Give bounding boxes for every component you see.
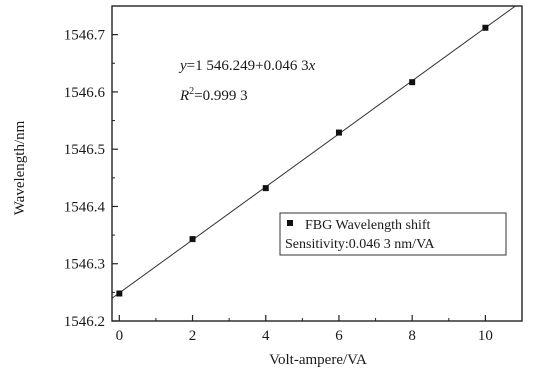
data-point [409, 79, 415, 85]
y-axis-title: Wavelength/nm [12, 120, 28, 215]
data-point [116, 291, 122, 297]
y-tick-label: 1546.3 [64, 257, 105, 273]
x-tick-label: 0 [116, 328, 124, 344]
data-point [482, 25, 488, 31]
legend-entry: FBG Wavelength shift [305, 218, 430, 233]
legend-marker [287, 220, 293, 226]
y-tick-label: 1546.6 [64, 85, 106, 101]
x-tick-label: 8 [408, 328, 416, 344]
fit-equation: y=1 546.249+0.046 3x [178, 58, 316, 74]
y-tick-label: 1546.7 [64, 28, 106, 44]
y-tick-label: 1546.4 [64, 199, 106, 215]
y-tick-label: 1546.2 [64, 314, 105, 330]
data-point [336, 130, 342, 136]
x-tick-label: 4 [262, 328, 270, 344]
x-tick-label: 2 [189, 328, 197, 344]
x-tick-label: 6 [335, 328, 343, 344]
x-tick-label: 10 [478, 328, 493, 344]
legend-sensitivity: Sensitivity:0.046 3 nm/VA [285, 237, 435, 252]
x-axis-title: Volt-ampere/VA [269, 352, 367, 368]
data-point [263, 185, 269, 191]
y-tick-label: 1546.5 [64, 142, 105, 158]
data-point [190, 236, 196, 242]
legend: FBG Wavelength shift Sensitivity:0.046 3… [280, 213, 506, 255]
